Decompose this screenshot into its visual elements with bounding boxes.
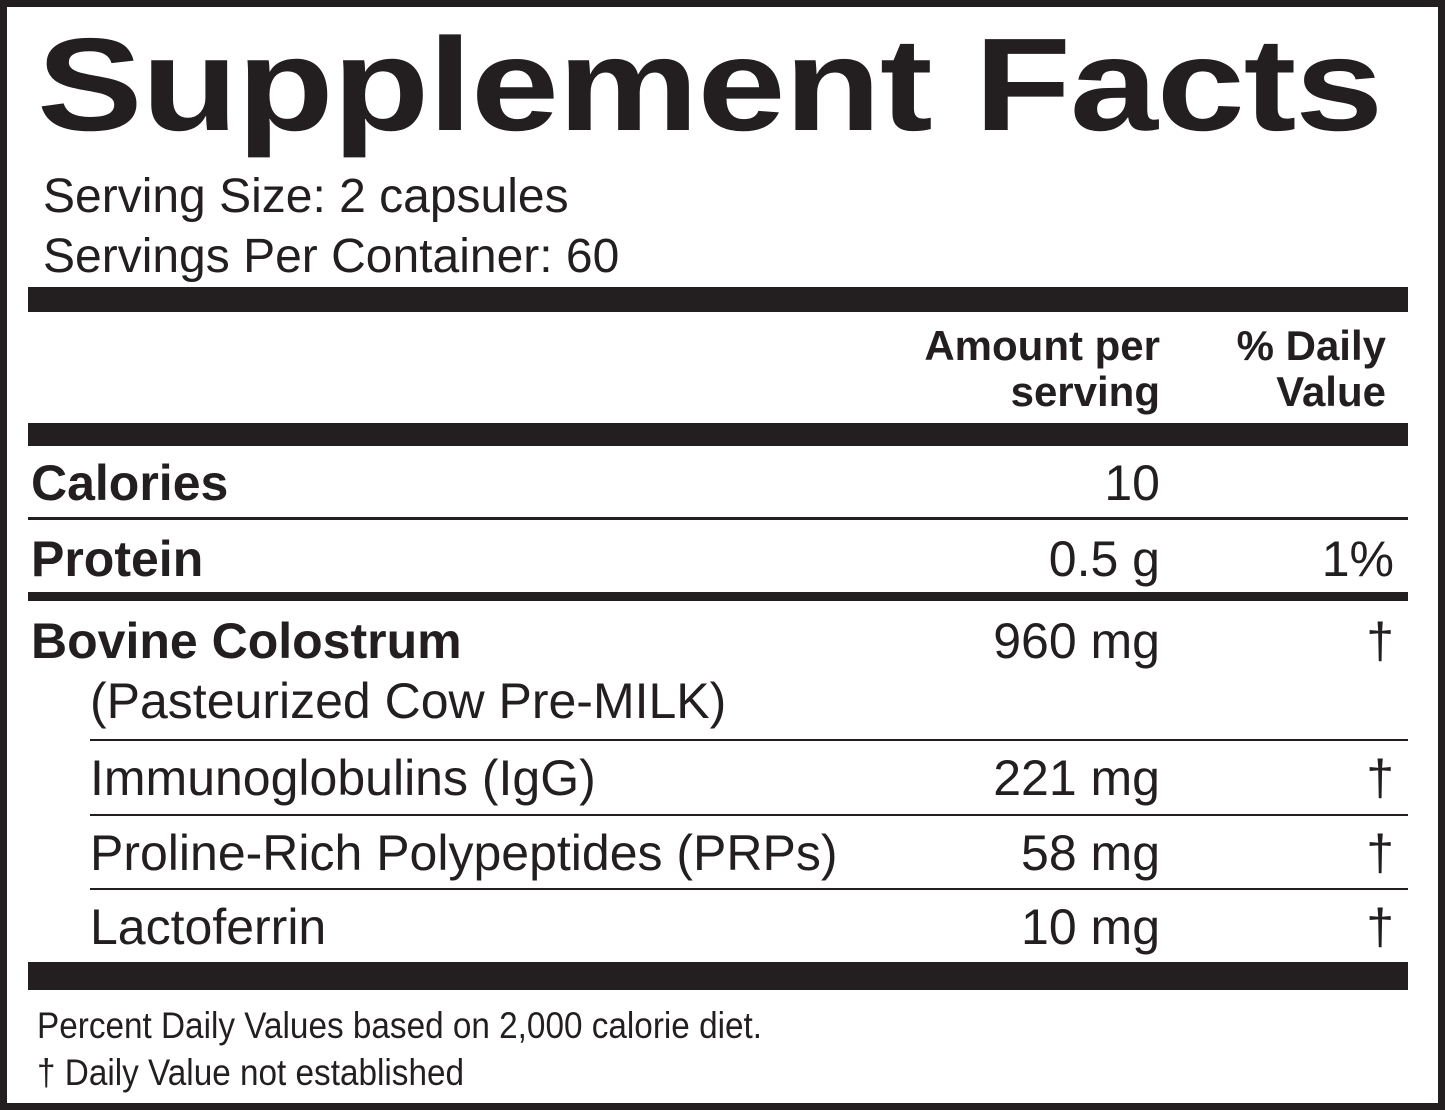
thin-rule (28, 517, 1408, 520)
row-name: Calories (31, 455, 229, 511)
medium-rule (28, 592, 1408, 601)
row-amount: 0.5 g (1048, 531, 1160, 587)
row-daily-value: 1% (1321, 531, 1394, 587)
amount-header: Amount per (924, 322, 1160, 369)
footnote: † Daily Value not established (37, 1052, 465, 1093)
row-name: Lactoferrin (90, 899, 327, 955)
row-name: Bovine Colostrum (31, 613, 462, 669)
row-amount: 221 mg (993, 750, 1160, 806)
servings-per-container: Servings Per Container: 60 (43, 230, 620, 283)
row-note: (Pasteurized Cow Pre-MILK) (90, 673, 727, 729)
title: Supplement Facts (37, 11, 1383, 158)
row-daily-value: † (1366, 613, 1394, 669)
row-daily-value: † (1366, 825, 1394, 881)
thick-rule (28, 423, 1408, 446)
thick-rule (28, 287, 1408, 312)
thin-rule (90, 739, 1408, 741)
row-name: Protein (31, 531, 204, 587)
footnote: Percent Daily Values based on 2,000 calo… (37, 1005, 763, 1046)
row-amount: 10 mg (1021, 899, 1160, 955)
row-daily-value: † (1366, 899, 1394, 955)
row-amount: 58 mg (1021, 825, 1160, 881)
thick-rule (28, 962, 1408, 990)
serving-size: Serving Size: 2 capsules (43, 170, 569, 223)
daily-value-header: % Daily (1236, 322, 1386, 369)
thin-rule (90, 888, 1408, 890)
row-name: Immunoglobulins (IgG) (90, 750, 596, 806)
daily-value-header: Value (1276, 368, 1386, 415)
amount-header: serving (1010, 368, 1160, 415)
row-amount: 960 mg (993, 613, 1160, 669)
thin-rule (90, 814, 1408, 816)
row-daily-value: † (1366, 750, 1394, 806)
row-name: Proline-Rich Polypeptides (PRPs) (90, 825, 838, 881)
row-amount: 10 (1104, 455, 1160, 511)
